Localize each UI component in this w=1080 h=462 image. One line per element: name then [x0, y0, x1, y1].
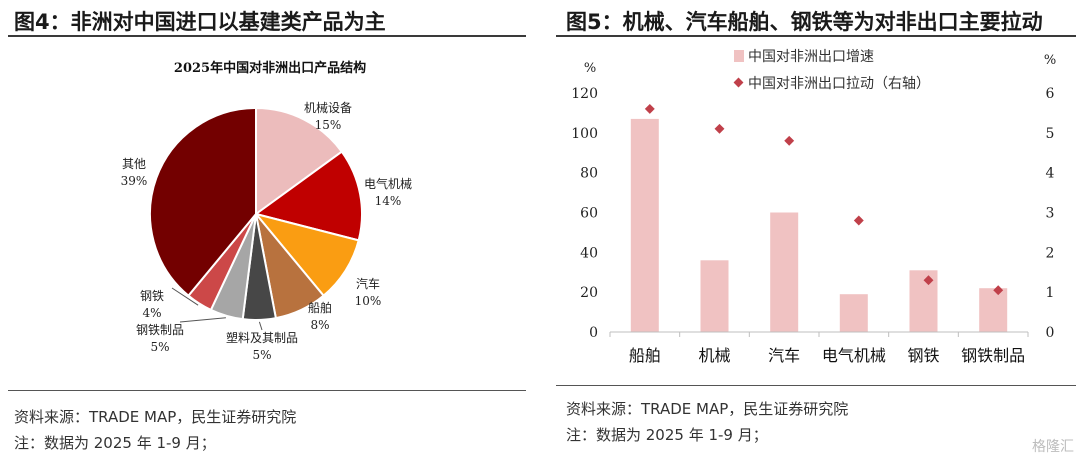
- y2-tick-label-2: 2: [1046, 245, 1055, 261]
- left-figure-title: 图4：非洲对中国进口以基建类产品为主: [14, 10, 386, 34]
- y2-tick-label-6: 6: [1046, 86, 1055, 102]
- pie-leader-line-7: [171, 287, 199, 306]
- pie-slice-value-label-8: 39%: [121, 174, 148, 188]
- left-source-note: 资料来源：TRADE MAP，民生证券研究院: [14, 408, 297, 426]
- scatter-point-5: [923, 275, 934, 286]
- pie-slice-1: [255, 106, 344, 216]
- pie-slice-2: [253, 150, 363, 242]
- y-tick-label-120: 120: [571, 86, 598, 102]
- right-title-rule: [556, 35, 1076, 37]
- pie-slice-value-label-1: 15%: [315, 118, 342, 132]
- y2-tick-label-1: 1: [1046, 285, 1055, 301]
- y-tick-label-100: 100: [571, 126, 598, 142]
- pie-leader-line-5: [258, 321, 263, 331]
- pie-slice-value-label-6: 5%: [150, 340, 169, 354]
- pie-slice-label-7: 钢铁: [140, 289, 164, 303]
- y-tick-label-60: 60: [580, 206, 598, 222]
- bar-1: [630, 118, 659, 333]
- scatter-point-3: [784, 135, 795, 146]
- y-tick-label-0: 0: [589, 325, 598, 341]
- left-title-rule: [8, 35, 526, 37]
- pie-chart-title: 2025年中国对非洲出口产品结构: [174, 60, 366, 76]
- y2-tick-label-0: 0: [1046, 325, 1055, 341]
- y2-tick-label-4: 4: [1046, 166, 1055, 182]
- bar-3: [770, 212, 799, 332]
- x-category-label-6: 钢铁制品: [961, 346, 1025, 365]
- pie-slice-label-3: 汽车: [356, 276, 380, 291]
- x-category-label-3: 汽车: [768, 346, 800, 365]
- pie-slice-label-4: 船舶: [308, 300, 332, 315]
- scatter-point-6: [993, 285, 1004, 296]
- left-extra-note: 注：数据为 2025 年 1-9 月；: [14, 434, 216, 452]
- y2-tick-label-3: 3: [1046, 206, 1055, 222]
- right-extra-note: 注：数据为 2025 年 1-9 月；: [566, 426, 768, 444]
- pie-chart: 2025年中国对非洲出口产品结构 机械设备 15% 电气机械 14% 汽车 10% 船舶 8%…: [121, 60, 412, 362]
- x-category-label-4: 电气机械: [822, 346, 886, 365]
- right-figure-title: 图5：机械、汽车船舶、钢铁等为对非出口主要拉动: [566, 10, 1043, 34]
- pie-slice-label-8: 其他: [122, 157, 146, 171]
- legend-dot-swatch: [733, 77, 744, 88]
- pie-slice-label-6: 钢铁制品: [136, 323, 184, 337]
- y-tick-label-20: 20: [580, 285, 598, 301]
- bar-6: [979, 288, 1008, 332]
- right-source-note: 资料来源：TRADE MAP，民生证券研究院: [566, 400, 849, 418]
- scatter-point-4: [853, 215, 864, 226]
- right-bottom-rule: [556, 385, 1076, 386]
- bar-2: [700, 260, 729, 332]
- y-axis-unit: %: [584, 61, 596, 76]
- legend-bar-swatch: [734, 50, 744, 62]
- legend-bar-label: 中国对非洲出口增速: [748, 49, 874, 65]
- y2-tick-label-5: 5: [1046, 126, 1055, 142]
- pie-slice-value-label-3: 10%: [355, 294, 382, 308]
- pie-slice-label-1: 机械设备: [304, 100, 352, 115]
- y2-axis-unit: %: [1044, 53, 1056, 68]
- pie-slice-value-label-4: 8%: [310, 318, 329, 332]
- scatter-point-2: [714, 123, 725, 134]
- pie-leader-line-6: [179, 317, 226, 323]
- x-category-label-1: 船舶: [629, 346, 661, 365]
- bar-5: [909, 270, 938, 332]
- pie-slice-value-label-2: 14%: [375, 194, 402, 208]
- left-bottom-rule: [8, 390, 526, 391]
- bar-4: [839, 294, 868, 332]
- x-category-label-5: 钢铁: [907, 346, 939, 365]
- scatter-point-1: [644, 103, 655, 114]
- pie-slice-value-label-7: 4%: [142, 306, 161, 320]
- y-tick-label-80: 80: [580, 166, 598, 182]
- pie-slice-label-5: 塑料及其制品: [226, 330, 298, 345]
- legend-dot-label: 中国对非洲出口拉动（右轴）: [748, 76, 930, 92]
- watermark-logo: 格隆汇: [1032, 439, 1074, 455]
- y-tick-label-40: 40: [580, 245, 598, 261]
- pie-slice-8: [149, 106, 257, 298]
- pie-slice-label-2: 电气机械: [364, 176, 412, 191]
- pie-slice-value-label-5: 5%: [252, 348, 271, 362]
- x-category-label-2: 机械: [698, 346, 730, 365]
